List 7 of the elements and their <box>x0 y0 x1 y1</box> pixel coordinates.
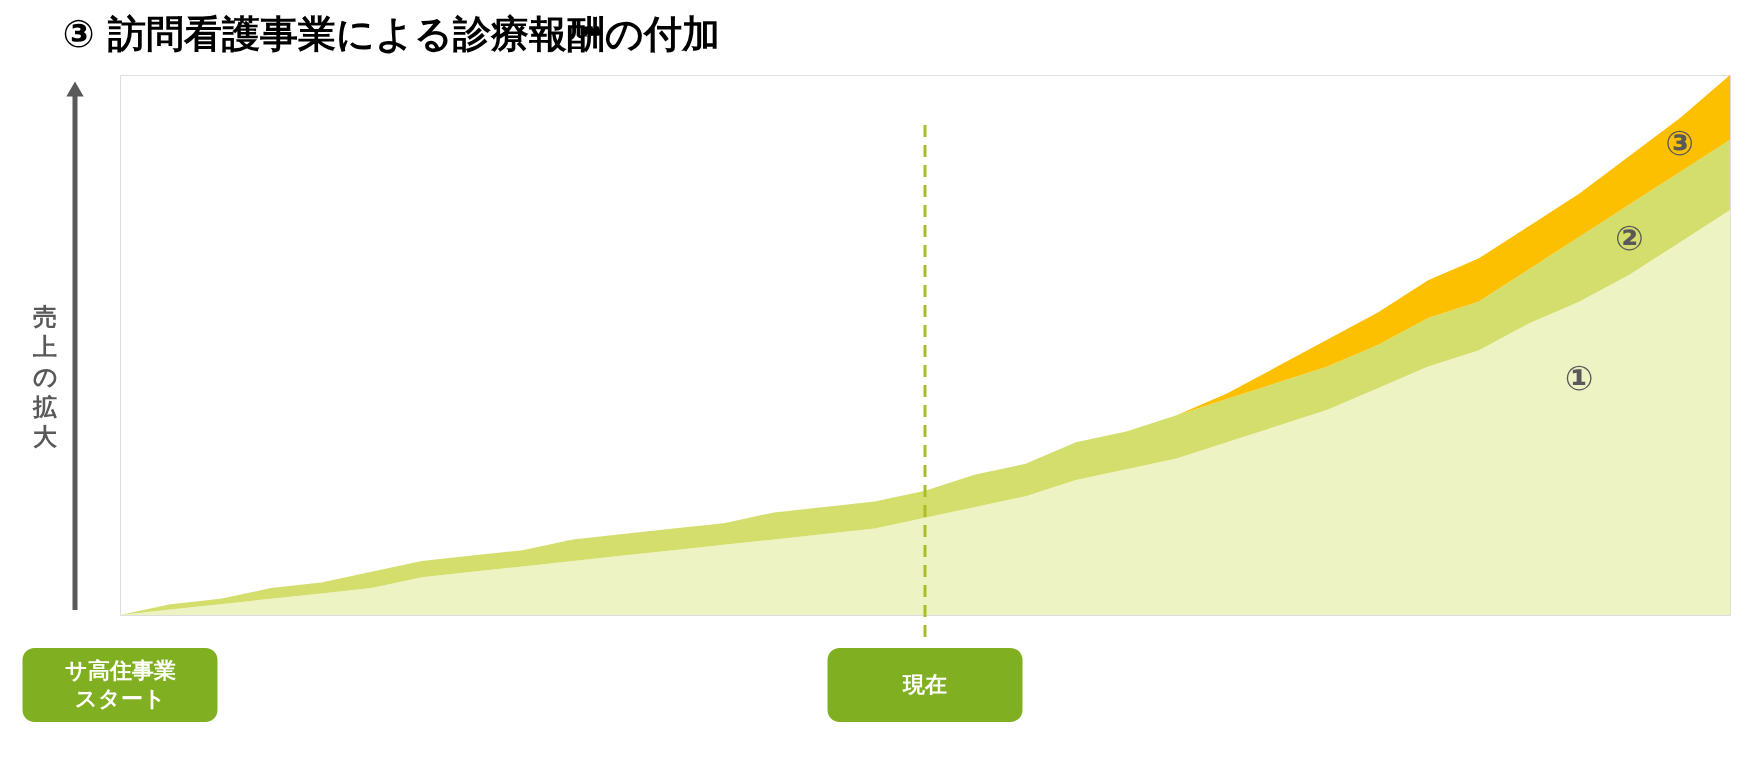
series-label: ① <box>1564 358 1594 399</box>
chart-title: ③ 訪問看護事業による診療報酬の付加 <box>62 12 720 56</box>
series-label: ② <box>1614 217 1644 258</box>
x-tick-label: サ高住事業スタート <box>64 658 176 711</box>
x-tick-label: 現在 <box>902 672 947 697</box>
series-label: ③ <box>1665 123 1695 164</box>
y-axis-title: 売上の拡大 <box>32 303 58 451</box>
